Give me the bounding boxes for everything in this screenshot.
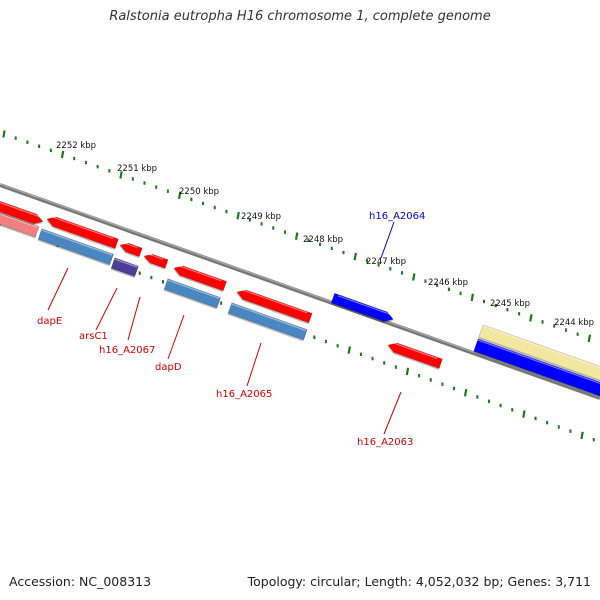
- leader-lines: [47, 267, 402, 435]
- leader-dapE: [47, 267, 69, 311]
- leader-h16_A2065: [246, 342, 262, 387]
- feature-steel-h16_A2065-highlight: [231, 303, 307, 331]
- tick-mark: [347, 346, 351, 354]
- feature-steel-dapE[interactable]: [37, 228, 114, 265]
- feature-blue-right-highlight: [477, 339, 600, 385]
- feature-red-h16_A2067-highlight: [148, 253, 164, 260]
- feature-red-left-top[interactable]: [0, 198, 44, 225]
- tick-mark: [177, 191, 182, 200]
- feature-red-dapD[interactable]: [173, 265, 227, 292]
- feature-red-dapE-highlight: [51, 216, 114, 240]
- feature-steel-dapE-highlight: [41, 229, 113, 256]
- chromosome-backbone-highlight: [0, 183, 600, 398]
- tick-label-2249: 2249 kbp: [241, 212, 281, 222]
- gene-label-h16_A2064: h16_A2064: [369, 211, 425, 222]
- tick-mark: [587, 334, 592, 343]
- outer-tick-track: [2, 130, 592, 343]
- feature-red-h16_A2063[interactable]: [387, 342, 443, 369]
- tick-mark: [2, 130, 6, 138]
- feature-red-dapE[interactable]: [46, 216, 119, 249]
- feature-red-left-top-highlight: [0, 201, 40, 218]
- feature-pink-left-highlight: [0, 213, 38, 228]
- gene-label-arsC1: arsC1: [79, 331, 108, 342]
- feature-blue-h16_A2064-highlight: [337, 295, 391, 315]
- gene-label-h16_A2067: h16_A2067: [99, 345, 155, 356]
- feature-pink-left[interactable]: [0, 210, 40, 238]
- leader-h16_A2064: [380, 221, 395, 259]
- tick-mark: [470, 293, 474, 302]
- tick-mark: [353, 252, 357, 261]
- tick-mark: [463, 389, 468, 397]
- tick-label-2247: 2247 kbp: [366, 257, 406, 267]
- tick-label-2251: 2251 kbp: [117, 164, 157, 174]
- feature-purple-arsC1[interactable]: [110, 257, 139, 277]
- feature-red-h16_A2065-highlight: [241, 289, 308, 314]
- feature-yellow-right[interactable]: [478, 324, 600, 382]
- leader-h16_A2067: [127, 296, 141, 341]
- tick-mark: [60, 150, 65, 159]
- tick-label-2244: 2244 kbp: [554, 318, 594, 328]
- feature-purple-arsC1-highlight: [114, 258, 138, 268]
- gene-label-dapE: dapE: [37, 316, 62, 327]
- chromosome-backbone: [0, 183, 600, 400]
- tick-label-2245: 2245 kbp: [490, 299, 530, 309]
- feature-track: [0, 198, 600, 398]
- tick-mark: [522, 410, 526, 418]
- gene-label-h16_A2063: h16_A2063: [357, 437, 413, 448]
- tick-mark: [580, 431, 584, 440]
- tick-label-2248: 2248 kbp: [303, 235, 343, 245]
- tick-label-2246: 2246 kbp: [428, 278, 468, 288]
- feature-yellow-right-highlight: [482, 325, 600, 369]
- tick-mark: [529, 314, 533, 322]
- gene-label-h16_A2065: h16_A2065: [216, 389, 272, 400]
- tick-mark: [294, 232, 299, 240]
- gene-label-dapD: dapD: [155, 362, 182, 373]
- tick-mark: [405, 367, 410, 376]
- feature-red-arsC1[interactable]: [119, 242, 143, 257]
- map-title: Ralstonia eutropha H16 chromosome 1, com…: [109, 9, 491, 24]
- feature-red-dapD-highlight: [178, 265, 222, 282]
- feature-red-arsC1-highlight: [124, 242, 138, 249]
- feature-steel-dapD[interactable]: [163, 278, 221, 309]
- feature-red-h16_A2063-highlight: [392, 342, 438, 360]
- feature-red-h16_A2067[interactable]: [143, 254, 169, 269]
- tick-label-2252: 2252 kbp: [56, 141, 96, 151]
- leader-arsC1: [95, 287, 118, 331]
- leader-h16_A2063: [383, 391, 402, 435]
- tick-mark: [119, 171, 123, 179]
- feature-red-h16_A2065[interactable]: [236, 289, 313, 324]
- tick-mark: [412, 273, 416, 281]
- feature-steel-h16_A2065[interactable]: [227, 302, 308, 341]
- tick-mark: [236, 211, 240, 220]
- genome-summary-text: Topology: circular; Length: 4,052,032 bp…: [247, 574, 591, 589]
- feature-steel-dapD-highlight: [167, 279, 220, 299]
- feature-blue-right[interactable]: [473, 338, 600, 398]
- feature-blue-h16_A2064[interactable]: [330, 292, 394, 322]
- leader-dapD: [167, 314, 185, 360]
- tick-label-2250: 2250 kbp: [179, 187, 219, 197]
- accession-text: Accession: NC_008313: [9, 574, 152, 589]
